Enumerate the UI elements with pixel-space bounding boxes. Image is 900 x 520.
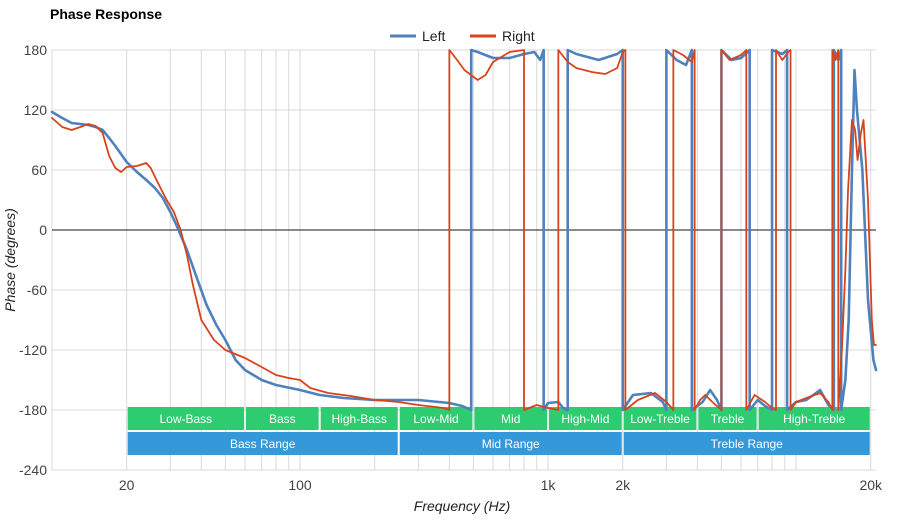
frequency-band-label: Bass Range: [230, 437, 296, 451]
frequency-band: [399, 407, 473, 430]
y-tick-label: -240: [19, 462, 47, 478]
frequency-band: [623, 407, 697, 430]
legend-left-label: Left: [422, 28, 445, 44]
x-tick-label: 100: [288, 477, 312, 493]
series-layer: [50, 48, 878, 412]
y-tick-label: -180: [19, 402, 47, 418]
frequency-band-label: Low-Mid: [413, 412, 458, 426]
x-tick-label: 20k: [859, 477, 883, 493]
frequency-band: [698, 407, 757, 430]
frequency-band: [549, 407, 622, 430]
right-series-line: [51, 49, 877, 411]
frequency-band: [246, 407, 319, 430]
band-layer: Low-Bass Bass High-Bass Low-Mid Mid High-Mid L…: [127, 407, 870, 455]
y-axis-label: Phase (degrees): [2, 208, 18, 312]
frequency-band-label: Mid: [501, 412, 520, 426]
y-tick-label: -120: [19, 342, 47, 358]
y-tick-label: 180: [24, 42, 48, 58]
frequency-band: [320, 407, 398, 430]
chart-title: Phase Response: [50, 6, 162, 22]
frequency-band: [399, 432, 622, 455]
legend-right-label: Right: [502, 28, 535, 44]
y-tick-label: 120: [24, 102, 48, 118]
legend: Left Right: [390, 28, 535, 44]
frequency-band-label: Bass: [269, 412, 296, 426]
frequency-band: [127, 407, 244, 430]
x-tick-label: 20: [119, 477, 135, 493]
frequency-band-label: Mid Range: [482, 437, 540, 451]
frequency-band: [127, 432, 398, 455]
frequency-band-label: Low-Bass: [159, 412, 212, 426]
tick-layer: 180 120 60 0 -60 -120 -180 -240 20 100 1k 2k 20k: [19, 42, 883, 493]
frequency-band-label: High-Bass: [332, 412, 387, 426]
frequency-band: [623, 432, 870, 455]
y-tick-label: 60: [31, 162, 47, 178]
frequency-band-label: Treble: [711, 412, 745, 426]
frequency-band-label: High-Mid: [561, 412, 609, 426]
frequency-band-label: Low-Treble: [630, 412, 690, 426]
x-tick-label: 2k: [615, 477, 631, 493]
frequency-band-label: Treble Range: [711, 437, 784, 451]
y-tick-label: -60: [27, 282, 47, 298]
frequency-band: [758, 407, 870, 430]
x-tick-label: 1k: [541, 477, 557, 493]
frequency-band: [474, 407, 548, 430]
y-tick-label: 0: [39, 222, 47, 238]
x-axis-label: Frequency (Hz): [414, 498, 510, 514]
frequency-band-label: High-Treble: [783, 412, 846, 426]
